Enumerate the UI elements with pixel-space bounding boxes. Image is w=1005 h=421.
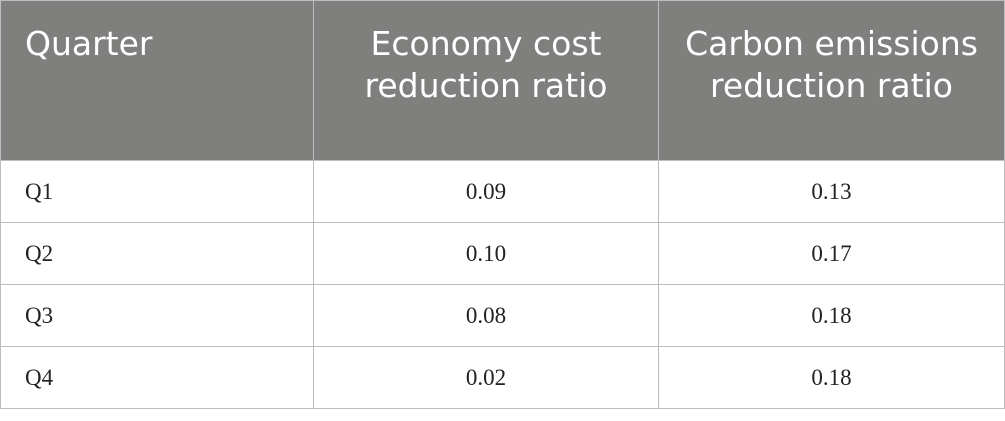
table-cell: Q1 xyxy=(0,160,314,223)
table-cell: Q3 xyxy=(0,284,314,347)
header-cell: Economy cost reduction ratio xyxy=(313,0,659,161)
table-cell: 0.09 xyxy=(313,160,659,223)
table-cell: Q4 xyxy=(0,346,314,409)
table-cell: 0.08 xyxy=(313,284,659,347)
data-table: Quarter Economy cost reduction ratio Car… xyxy=(0,0,1005,409)
table-row: Q2 0.10 0.17 xyxy=(0,222,1005,285)
table-header: Quarter Economy cost reduction ratio Car… xyxy=(0,0,1005,161)
table-cell: 0.10 xyxy=(313,222,659,285)
table-cell: 0.13 xyxy=(658,160,1005,223)
table-body: Q1 0.09 0.13 Q2 0.10 0.17 Q3 0.08 0.18 Q4 0.02 0.18 xyxy=(0,160,1005,409)
table-row: Q1 0.09 0.13 xyxy=(0,160,1005,223)
header-cell: Quarter xyxy=(0,0,314,161)
table-cell: 0.02 xyxy=(313,346,659,409)
table-cell: Q2 xyxy=(0,222,314,285)
table-cell: 0.18 xyxy=(658,284,1005,347)
table-row: Q3 0.08 0.18 xyxy=(0,284,1005,347)
table-row: Q4 0.02 0.18 xyxy=(0,346,1005,409)
table-cell: 0.18 xyxy=(658,346,1005,409)
table-cell: 0.17 xyxy=(658,222,1005,285)
header-cell: Carbon emissions reduction ratio xyxy=(658,0,1005,161)
header-row: Quarter Economy cost reduction ratio Car… xyxy=(0,0,1005,161)
